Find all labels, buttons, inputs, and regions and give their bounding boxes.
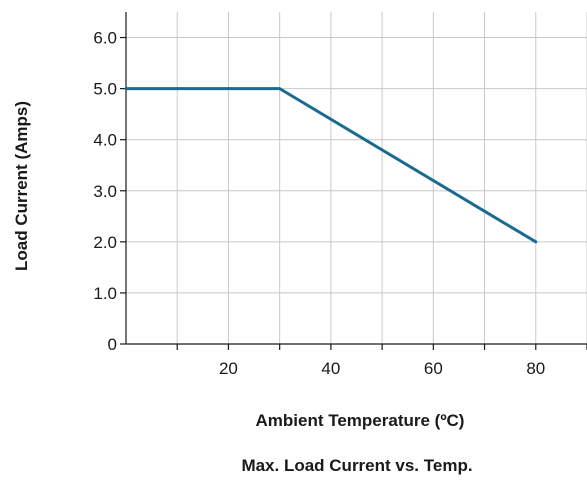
x-axis-title: Ambient Temperature (ºC) [256, 411, 465, 430]
series-layer [124, 87, 538, 244]
y-tick-label: 6.0 [93, 29, 117, 48]
y-tick-label: 2.0 [93, 233, 117, 252]
series-line [124, 87, 538, 244]
y-axis-title: Load Current (Amps) [12, 101, 31, 271]
labels-layer: 0 1.0 2.0 3.0 4.0 5.0 6.0 20 40 60 80 [93, 29, 545, 378]
x-tick-label: 60 [424, 359, 443, 378]
chart-title: Max. Load Current vs. Temp. [241, 456, 472, 475]
x-tick-label: 40 [321, 359, 340, 378]
x-tick-label: 80 [526, 359, 545, 378]
grid-layer [126, 12, 587, 344]
y-tick-label: 1.0 [93, 284, 117, 303]
x-tick-label: 20 [219, 359, 238, 378]
axes-layer [120, 12, 587, 350]
y-tick-label: 5.0 [93, 80, 117, 99]
y-tick-label: 0 [108, 335, 117, 354]
y-tick-label: 3.0 [93, 182, 117, 201]
y-tick-label: 4.0 [93, 131, 117, 150]
